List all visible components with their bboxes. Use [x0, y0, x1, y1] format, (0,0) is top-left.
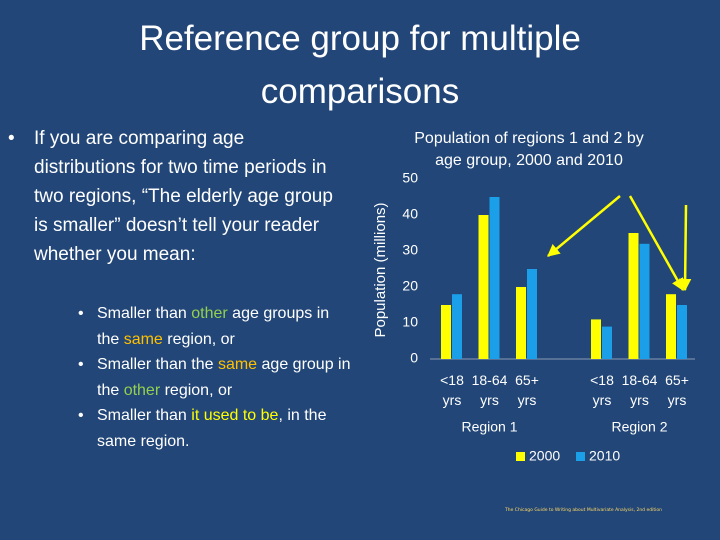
x-tick-label: 65+ yrs — [515, 372, 539, 408]
bar — [452, 294, 462, 359]
group-label: Region 1 — [461, 419, 517, 435]
bullet-text: If you are comparing age distributions f… — [34, 128, 333, 265]
chart-title: Population of regions 1 and 2 by age grou… — [414, 130, 644, 169]
bar — [527, 269, 537, 359]
y-tick-label: 30 — [402, 242, 418, 258]
bullet-segment: region, or — [160, 381, 233, 399]
bullet-segment: age groups in the — [97, 305, 330, 348]
bullet-segment: , in the same region. — [97, 407, 327, 450]
y-tick-label: 20 — [402, 278, 418, 294]
legend-swatch — [576, 452, 585, 461]
group-label: Region 2 — [611, 419, 667, 435]
x-tick-label: <18 yrs — [590, 372, 614, 408]
bullet-segment: same — [217, 356, 258, 373]
legend-swatch — [516, 452, 525, 461]
bullet-segment: it used to be — [191, 407, 279, 424]
bullet-dot: • — [78, 305, 84, 322]
slide-title: Reference group for multiple comparisons — [139, 19, 581, 111]
bullet-dot: • — [78, 356, 84, 373]
y-tick-label: 0 — [410, 350, 418, 366]
bullet-segment: Smaller than — [97, 407, 192, 424]
bullet: • If you are comparing age distributions … — [8, 124, 338, 269]
bar — [666, 294, 676, 359]
bar — [602, 326, 612, 359]
bullet-dot: • — [78, 407, 84, 424]
source: The Chicago Guide to Writing about Multi… — [505, 508, 662, 513]
y-tick-label: 50 — [402, 170, 418, 186]
bar — [677, 305, 687, 359]
y-axis-label: Population (millions) — [372, 202, 389, 337]
x-tick-label: <18 yrs — [440, 372, 464, 408]
x-tick-label: 18-64 yrs — [471, 372, 508, 408]
arrows — [547, 195, 692, 292]
bar — [628, 233, 639, 359]
x-tick-label: 65+ yrs — [665, 372, 689, 408]
bar — [516, 287, 526, 359]
bullet-segment: Smaller than the — [97, 356, 218, 373]
sub-bullet: • Smaller than the same age group in the … — [78, 352, 353, 403]
legend-label: 2000 — [529, 448, 560, 464]
bar — [591, 319, 601, 359]
bullet-segment: same — [123, 330, 163, 348]
bar — [441, 305, 451, 359]
bar — [489, 197, 500, 359]
y-tick-label: 40 — [402, 206, 418, 222]
bullet-segment: region, or — [162, 330, 235, 348]
bullet-segment: Smaller than — [97, 305, 192, 322]
x-tick-label: 18-64 yrs — [621, 372, 658, 408]
sub-bullet: • Smaller than it used to be, in the same… — [78, 403, 353, 454]
y-tick-label: 10 — [402, 314, 418, 330]
bar — [478, 215, 489, 359]
bullet-segment: other — [123, 381, 161, 399]
bullet-segment: age group in the — [97, 356, 351, 399]
legend-label: 2010 — [589, 448, 620, 464]
bullet-segment: other — [191, 305, 228, 322]
bar — [639, 243, 650, 359]
sub-bullets: • Smaller than other age groups in the sa… — [78, 301, 353, 454]
sub-bullet: • Smaller than other age groups in the sa… — [78, 301, 353, 352]
